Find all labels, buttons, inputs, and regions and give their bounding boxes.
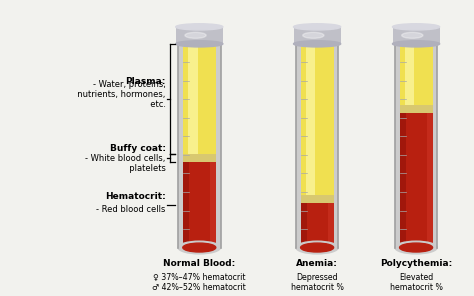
Text: Depressed
hematocrit %: Depressed hematocrit % [291, 273, 344, 292]
Bar [395, 44, 438, 247]
Ellipse shape [293, 41, 341, 47]
Bar [400, 113, 406, 247]
Ellipse shape [183, 243, 216, 252]
Bar [301, 203, 334, 247]
Bar [306, 44, 316, 194]
Text: Plasma:: Plasma: [126, 77, 166, 86]
Text: ♀ 37%–47% hematocrit
♂ 42%–52% hematocrit: ♀ 37%–47% hematocrit ♂ 42%–52% hematocri… [153, 273, 246, 292]
Bar [183, 154, 216, 162]
Bar [178, 44, 220, 247]
Ellipse shape [176, 24, 223, 30]
Text: Normal Blood:: Normal Blood: [163, 259, 236, 268]
Text: Buffy coat:: Buffy coat: [110, 144, 166, 152]
Bar [301, 194, 334, 203]
Bar [210, 162, 216, 247]
Text: - White blood cells,
  platelets: - White blood cells, platelets [85, 154, 166, 173]
Bar [427, 113, 433, 247]
Text: Anemia:: Anemia: [296, 259, 338, 268]
Bar [183, 162, 216, 247]
Bar [400, 44, 433, 247]
Bar [176, 27, 223, 44]
Ellipse shape [392, 24, 439, 30]
Ellipse shape [185, 32, 206, 38]
Bar [301, 44, 334, 194]
Bar [301, 203, 307, 247]
Bar [296, 44, 338, 247]
Ellipse shape [401, 32, 423, 38]
Ellipse shape [392, 41, 439, 47]
Text: Polycythemia:: Polycythemia: [380, 259, 452, 268]
Bar [188, 44, 198, 154]
Text: - Red blood cells: - Red blood cells [97, 205, 166, 213]
Bar [301, 44, 334, 247]
Bar [183, 44, 216, 154]
Text: Hematocrit:: Hematocrit: [105, 192, 166, 201]
Bar [293, 27, 341, 44]
Bar [400, 105, 433, 113]
Bar [183, 162, 190, 247]
Bar [392, 27, 439, 44]
Ellipse shape [293, 24, 341, 30]
Text: Elevated
hematocrit %: Elevated hematocrit % [390, 273, 443, 292]
Ellipse shape [296, 241, 338, 254]
Bar [400, 113, 433, 247]
Ellipse shape [303, 32, 324, 38]
Ellipse shape [395, 241, 438, 254]
Ellipse shape [400, 243, 433, 252]
Ellipse shape [178, 241, 220, 254]
Ellipse shape [301, 243, 334, 252]
Text: - Water, proteins,
  nutrients, hormones,
  etc.: - Water, proteins, nutrients, hormones, … [73, 80, 166, 110]
Bar [404, 44, 414, 105]
Ellipse shape [176, 41, 223, 47]
Bar [183, 44, 216, 247]
Bar [400, 44, 433, 105]
Bar [328, 203, 334, 247]
